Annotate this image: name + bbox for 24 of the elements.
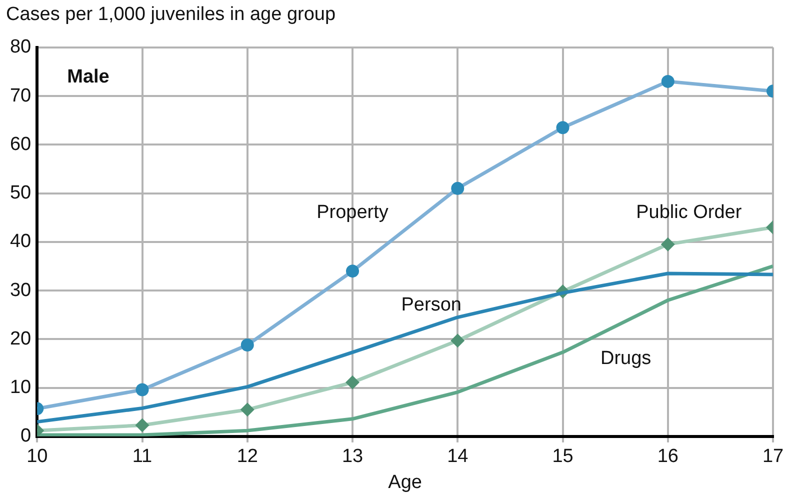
series-label: Property <box>316 202 389 223</box>
y-tick-label: 50 <box>10 182 32 204</box>
y-tick-label: 30 <box>10 280 32 301</box>
y-tick-label: 0 <box>20 426 32 447</box>
x-axis-title: Age <box>388 472 422 493</box>
series-label: Drugs <box>600 348 652 369</box>
y-tick-label: 40 <box>10 231 32 252</box>
x-tick-label: 14 <box>447 446 469 468</box>
y-tick-label: 80 <box>10 36 32 58</box>
x-tick-label: 17 <box>762 446 784 468</box>
x-tick-label: 12 <box>236 446 258 468</box>
x-tick-label: 15 <box>552 446 574 468</box>
y-tick-label: 60 <box>10 134 32 155</box>
y-tick-label: 70 <box>10 85 32 106</box>
y-tick-label: 10 <box>10 377 32 398</box>
y-axis-title: Cases per 1,000 juveniles in age group <box>6 4 336 26</box>
y-tick-label: 20 <box>10 328 32 350</box>
annotation: Male <box>67 66 110 88</box>
x-tick-label: 11 <box>132 446 152 468</box>
series-label: Public Order <box>636 202 742 223</box>
series-label: Person <box>401 294 462 316</box>
x-tick-label: 10 <box>26 446 48 468</box>
x-tick-label: 16 <box>657 446 678 468</box>
x-tick-label: 13 <box>342 446 364 468</box>
